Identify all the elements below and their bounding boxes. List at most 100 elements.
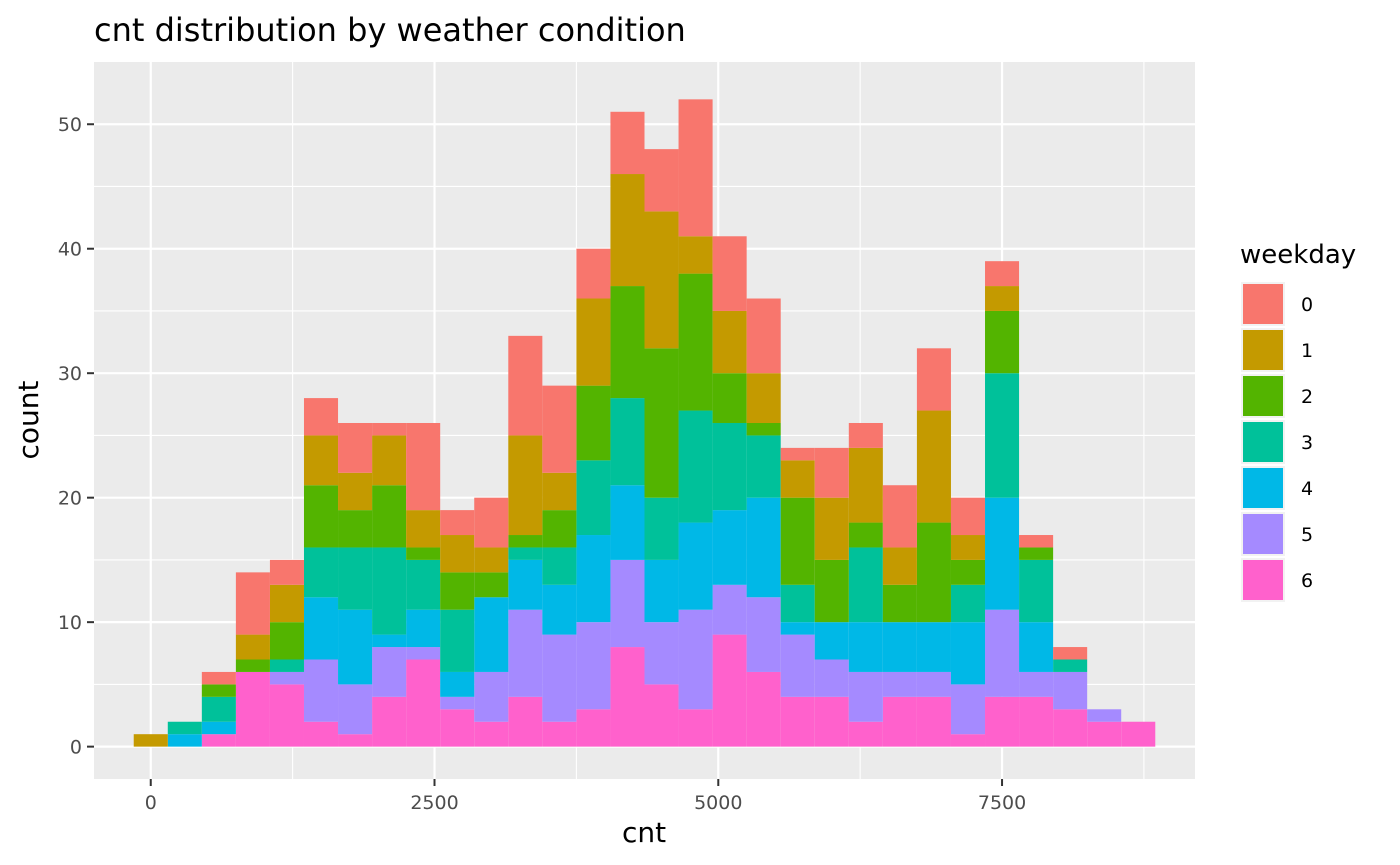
bar-segment-weekday-6 — [610, 647, 645, 747]
bar-segment-weekday-3 — [610, 398, 645, 486]
bar-segment-weekday-0 — [576, 248, 611, 299]
bar-segment-weekday-2 — [882, 584, 917, 623]
bar-segment-weekday-3 — [848, 547, 883, 623]
bar-segment-weekday-6 — [474, 721, 509, 747]
histogram-bars — [133, 99, 1156, 747]
bar-segment-weekday-1 — [303, 435, 339, 486]
bar-segment-weekday-5 — [474, 671, 509, 722]
bar-segment-weekday-2 — [1019, 547, 1054, 560]
bar-segment-weekday-0 — [303, 398, 339, 436]
bar-segment-weekday-1 — [576, 298, 611, 386]
legend-label-1: 1 — [1301, 340, 1313, 362]
bar-segment-weekday-5 — [440, 696, 475, 710]
bar-segment-weekday-6 — [678, 709, 713, 747]
bar-segment-weekday-5 — [644, 622, 679, 685]
bar-segment-weekday-4 — [542, 584, 577, 635]
bar-segment-weekday-5 — [848, 671, 883, 722]
x-tick-label: 5000 — [694, 792, 742, 814]
legend-label-4: 4 — [1301, 478, 1313, 500]
bar-segment-weekday-3 — [576, 460, 611, 536]
bar-segment-weekday-3 — [1053, 659, 1088, 672]
chart-title: cnt distribution by weather condition — [94, 11, 686, 49]
bar-segment-weekday-5 — [269, 671, 304, 685]
bar-segment-weekday-1 — [814, 497, 849, 560]
bar-segment-weekday-6 — [406, 659, 441, 747]
bar-segment-weekday-5 — [950, 684, 986, 735]
bar-segment-weekday-3 — [338, 547, 373, 610]
bar-segment-weekday-2 — [338, 510, 373, 548]
legend-label-6: 6 — [1301, 570, 1313, 592]
bar-segment-weekday-4 — [848, 622, 883, 672]
x-tick-label: 0 — [145, 792, 157, 814]
bar-segment-weekday-4 — [576, 535, 611, 623]
bar-segment-weekday-5 — [746, 597, 781, 672]
bar-segment-weekday-0 — [985, 261, 1020, 287]
bar-segment-weekday-0 — [644, 149, 679, 212]
bar-segment-weekday-3 — [542, 547, 577, 585]
bar-segment-weekday-1 — [133, 734, 168, 747]
bar-segment-weekday-4 — [406, 609, 441, 648]
bar-segment-weekday-4 — [167, 734, 202, 747]
bar-segment-weekday-0 — [1053, 647, 1088, 660]
bar-segment-weekday-0 — [610, 111, 645, 175]
bar-segment-weekday-3 — [508, 547, 543, 560]
bar-segment-weekday-2 — [508, 535, 543, 548]
bar-segment-weekday-0 — [372, 422, 407, 436]
bar-segment-weekday-4 — [508, 559, 543, 610]
bar-segment-weekday-3 — [372, 547, 407, 635]
bar-segment-weekday-5 — [610, 559, 645, 648]
bar-segment-weekday-6 — [916, 696, 951, 747]
bar-segment-weekday-4 — [950, 622, 986, 685]
bar-segment-weekday-5 — [303, 659, 339, 722]
bar-segment-weekday-6 — [440, 709, 475, 747]
bar-segment-weekday-6 — [1053, 709, 1088, 747]
bar-segment-weekday-1 — [338, 472, 373, 511]
legend-label-5: 5 — [1301, 524, 1313, 546]
legend-swatch-4 — [1243, 468, 1283, 508]
bar-segment-weekday-0 — [474, 497, 509, 548]
bar-segment-weekday-3 — [406, 559, 441, 610]
bar-segment-weekday-2 — [814, 559, 849, 623]
bar-segment-weekday-2 — [985, 310, 1020, 374]
bar-segment-weekday-5 — [1087, 709, 1122, 722]
x-axis: 0 2500 5000 7500 — [145, 779, 1026, 814]
x-tick-label: 7500 — [978, 792, 1026, 814]
bar-segment-weekday-5 — [576, 622, 611, 710]
bar-segment-weekday-0 — [1019, 535, 1054, 548]
bar-segment-weekday-2 — [780, 497, 815, 585]
bar-segment-weekday-5 — [1053, 671, 1088, 710]
bar-segment-weekday-0 — [746, 298, 781, 374]
bar-segment-weekday-4 — [474, 597, 509, 672]
bar-segment-weekday-1 — [678, 236, 713, 274]
bar-segment-weekday-1 — [440, 535, 475, 573]
bar-segment-weekday-1 — [916, 410, 951, 523]
bar-segment-weekday-6 — [576, 709, 611, 747]
bar-segment-weekday-5 — [882, 671, 917, 697]
bar-segment-weekday-4 — [303, 597, 339, 660]
bar-segment-weekday-2 — [269, 622, 304, 660]
bar-segment-weekday-6 — [1087, 721, 1122, 747]
bar-segment-weekday-6 — [746, 671, 781, 747]
bar-segment-weekday-0 — [814, 447, 849, 498]
y-tick-label: 40 — [58, 239, 82, 261]
bar-segment-weekday-5 — [1019, 671, 1054, 697]
legend-swatch-6 — [1243, 560, 1283, 600]
bar-segment-weekday-1 — [269, 584, 304, 623]
bar-segment-weekday-6 — [542, 721, 577, 747]
bar-segment-weekday-4 — [372, 634, 407, 648]
bar-segment-weekday-1 — [848, 447, 883, 523]
bar-segment-weekday-3 — [950, 584, 986, 623]
bar-segment-weekday-1 — [644, 211, 679, 349]
bar-segment-weekday-3 — [746, 435, 781, 498]
bar-segment-weekday-2 — [746, 422, 781, 436]
bar-segment-weekday-3 — [201, 696, 236, 722]
bar-segment-weekday-6 — [848, 721, 883, 747]
bar-segment-weekday-0 — [542, 385, 577, 473]
legend-label-0: 0 — [1301, 294, 1313, 316]
legend-swatch-3 — [1243, 422, 1283, 462]
legend-label-2: 2 — [1301, 386, 1313, 408]
bar-segment-weekday-4 — [916, 622, 951, 672]
bar-segment-weekday-5 — [508, 609, 543, 697]
bar-segment-weekday-1 — [508, 435, 543, 536]
